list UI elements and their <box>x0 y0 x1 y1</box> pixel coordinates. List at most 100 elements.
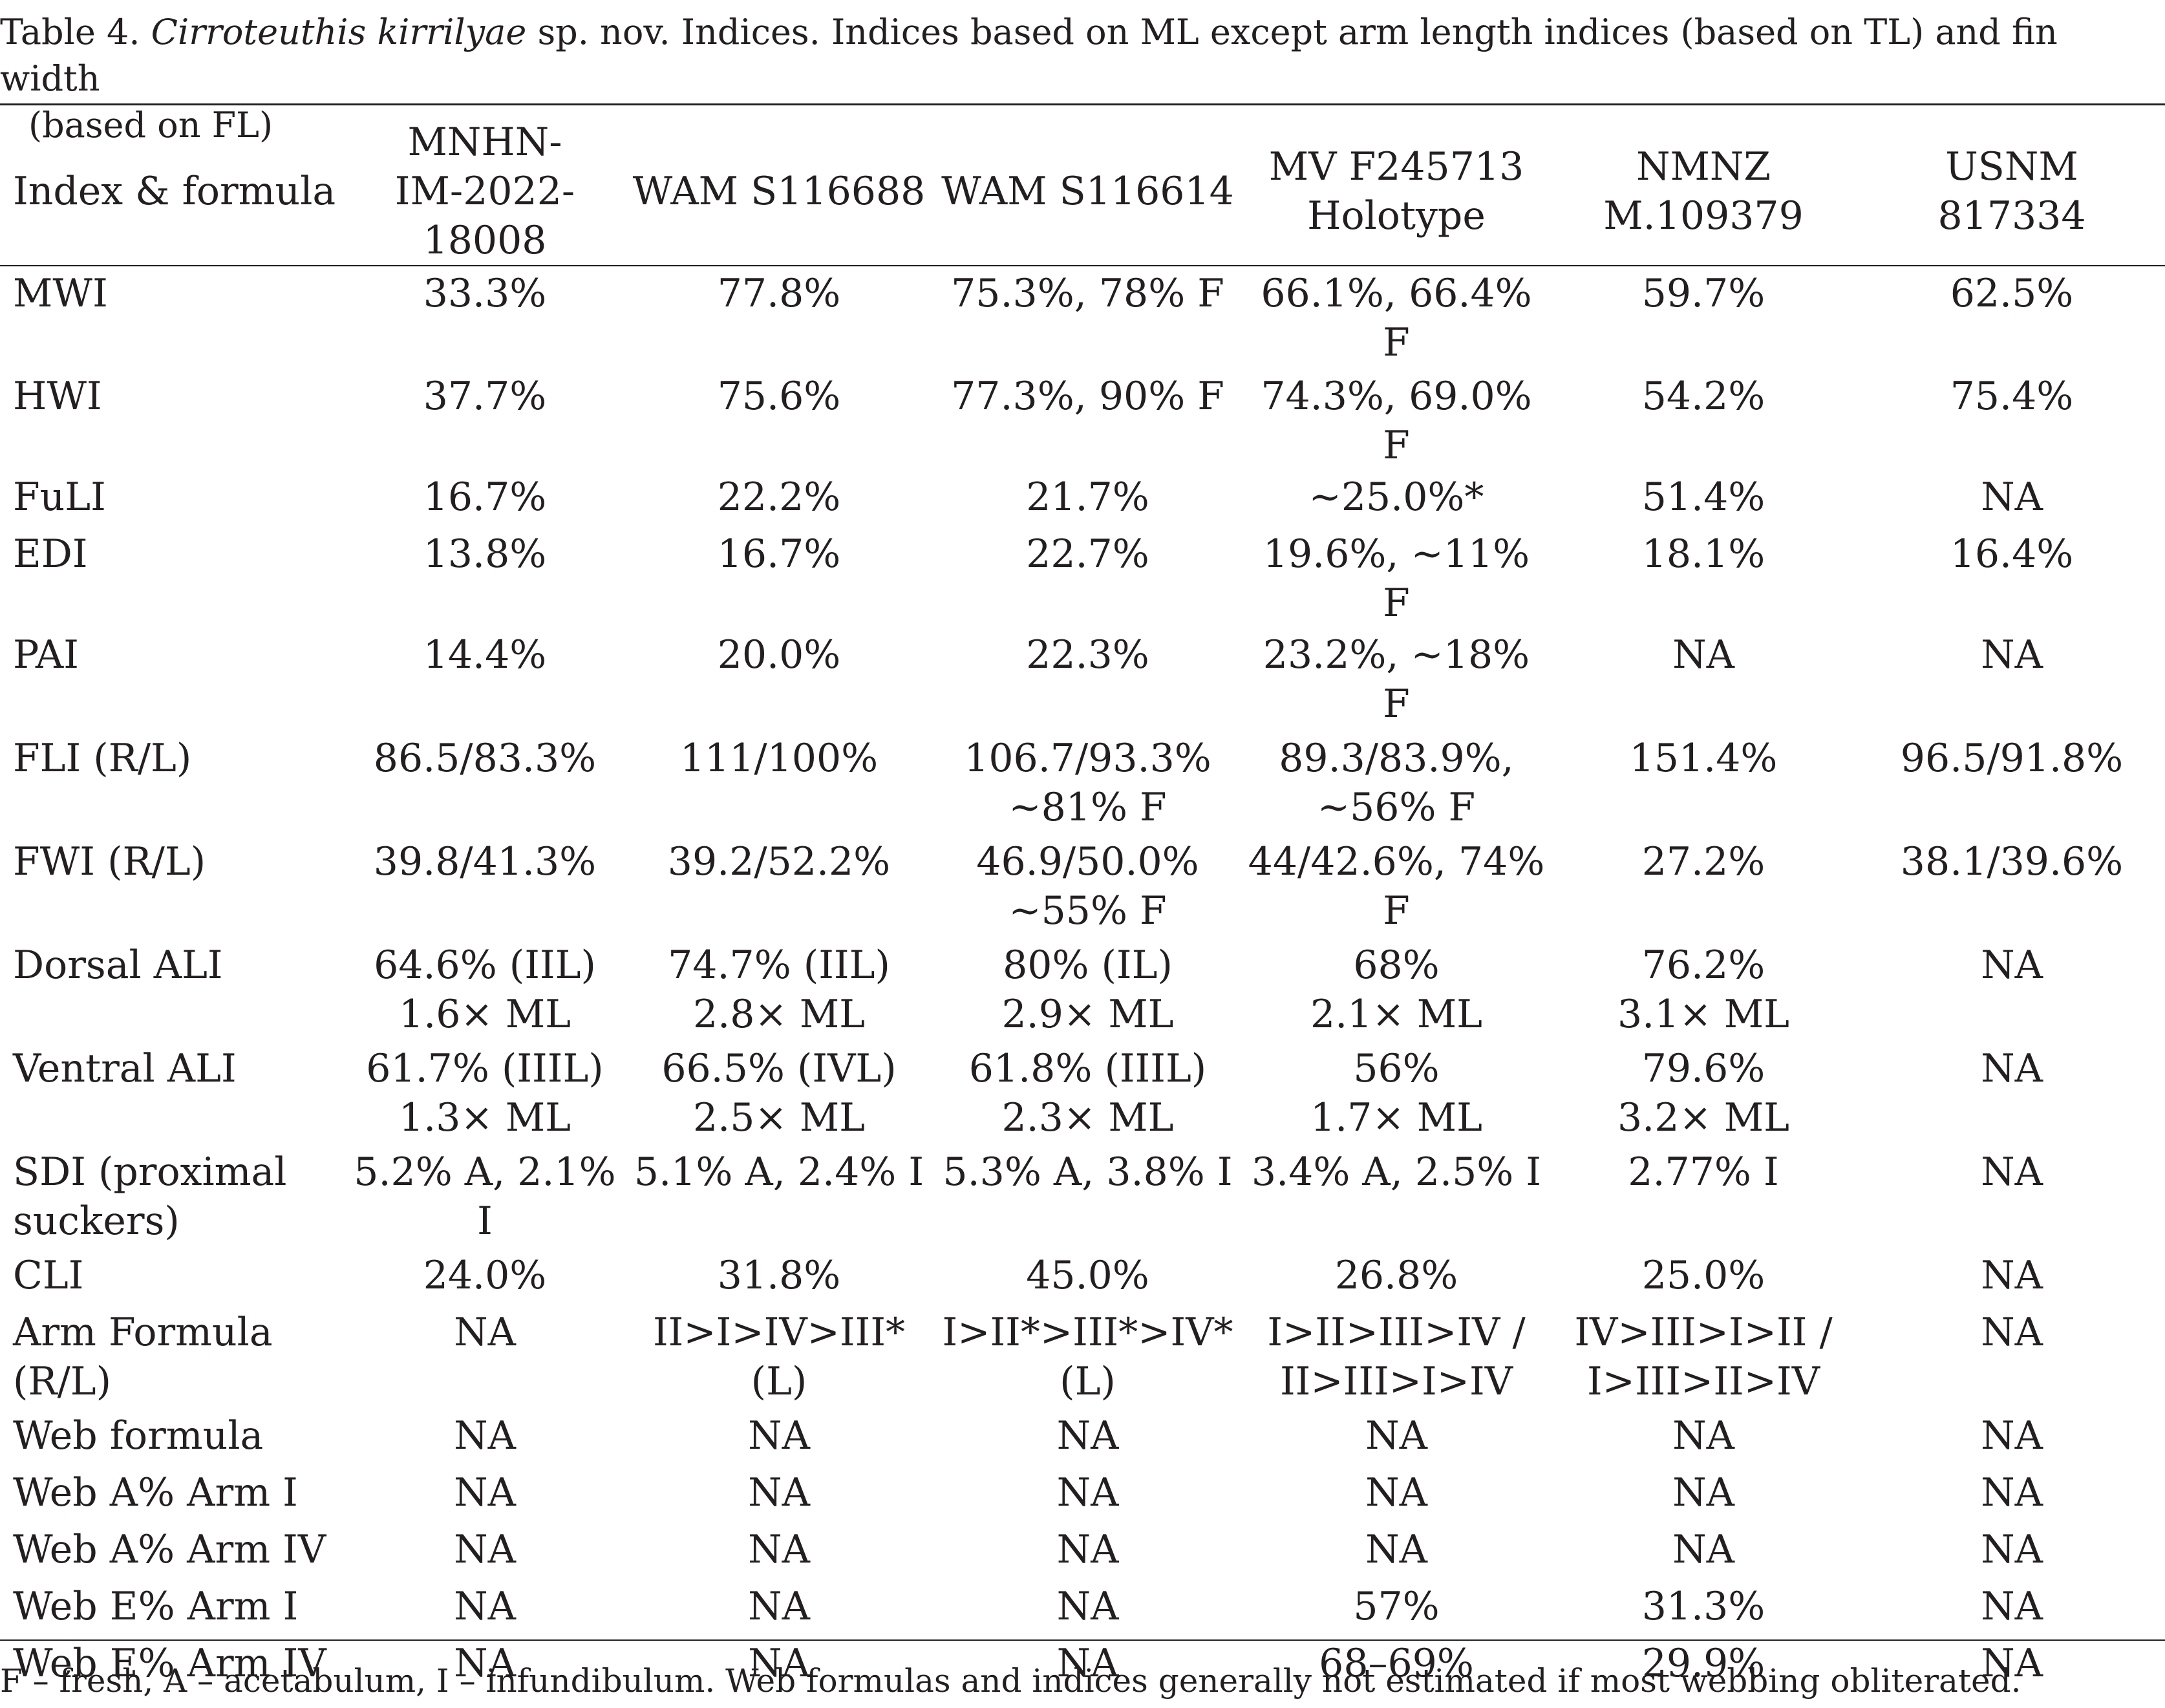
cell-text: 22.7% <box>1026 531 1149 577</box>
header-text: WAM S116614 <box>941 169 1234 214</box>
cell-text: NA <box>1672 1413 1734 1458</box>
row-label-cell: Web A% Arm IV <box>0 1522 343 1579</box>
value-cell: 68–69% <box>1244 1636 1548 1693</box>
value-cell: 96.5/91.8% <box>1859 731 2165 835</box>
cell-text: 33.3% <box>423 271 547 316</box>
cell-text: 151.4% <box>1629 736 1778 781</box>
cell-text: IV>III>I>II / <box>1574 1310 1833 1355</box>
value-cell: NA <box>1548 1466 1859 1522</box>
cell-text: 1.6× ML <box>398 992 571 1037</box>
cell-text: I>III>II>IV <box>1586 1359 1820 1404</box>
caption-text-line2: (based on FL) <box>28 105 273 145</box>
cell-text: 2.9× ML <box>1001 992 1174 1037</box>
cell-text: NA <box>454 1584 516 1629</box>
row-label-cell: FuLI <box>0 470 343 527</box>
row-label-text: HWI <box>13 374 102 419</box>
value-cell: 57% <box>1244 1579 1548 1636</box>
value-cell: 3.4% A, 2.5% I <box>1244 1145 1548 1248</box>
cell-text: NA <box>454 1310 516 1355</box>
value-cell: NA <box>343 1466 627 1522</box>
cell-text: NA <box>1981 943 2043 988</box>
row-label-cell: EDI <box>0 527 343 628</box>
table-row: SDI (proximal suckers) 5.2% A, 2.1% I 5.1% … <box>0 1145 2165 1248</box>
value-cell: NA <box>1859 1636 2165 1693</box>
cell-text: 27.2% <box>1641 839 1765 884</box>
row-label-cell: PAI <box>0 628 343 731</box>
cell-text: 89.3/83.9%, <box>1279 736 1514 781</box>
cell-text: 3.4% A, 2.5% I <box>1251 1149 1542 1195</box>
cell-text: 56% <box>1353 1046 1440 1091</box>
table-row: HWI 37.7% 75.6% 77.3%, 90% F 74.3%, 69.0% F 5… <box>0 369 2165 470</box>
value-cell: NA <box>627 1522 931 1579</box>
header-cell-specimen: MV F245713 Holotype <box>1244 112 1548 266</box>
header-text: IM-2022-18008 <box>394 169 575 263</box>
value-cell: 89.3/83.9%, ~56% F <box>1244 731 1548 835</box>
value-cell: NA <box>627 1409 931 1466</box>
cell-text: NA <box>1056 1584 1119 1629</box>
cell-text: NA <box>748 1470 810 1515</box>
bottom-rule <box>0 1639 2165 1641</box>
cell-text: NA <box>1981 1413 2043 1458</box>
cell-text: NA <box>1981 1527 2043 1572</box>
caption-species: Cirroteuthis kirrilyae <box>151 12 527 52</box>
value-cell: NA <box>343 1305 627 1409</box>
table-row: Web E% Arm IV NA NA NA 68–69% 29.9% NA <box>0 1636 2165 1693</box>
cell-text: NA <box>1981 1253 2043 1298</box>
cell-text: I>II>III>IV / <box>1267 1310 1526 1355</box>
table-footnote: F – fresh, A – acetabulum, I – infundibu… <box>0 1662 2021 1700</box>
cell-text: 74.3%, 69.0% F <box>1261 374 1532 468</box>
value-cell: IV>III>I>II / I>III>II>IV <box>1548 1305 1859 1409</box>
cell-text: 21.7% <box>1026 475 1149 520</box>
value-cell: NA <box>1859 1145 2165 1248</box>
value-cell: NA <box>343 1409 627 1466</box>
cell-text: 2.1× ML <box>1310 992 1483 1037</box>
table-header: Index & formula MNHN- IM-2022-18008 WAM S11… <box>0 112 2165 266</box>
cell-text: 75.3%, 78% F <box>951 271 1224 316</box>
cell-text: 79.6% <box>1641 1046 1765 1091</box>
row-label-text: Web E% Arm I <box>13 1584 299 1629</box>
table-row: Dorsal ALI 64.6% (IIL) 1.6× ML 74.7% (IIL) 2… <box>0 938 2165 1041</box>
cell-text: 26.8% <box>1334 1253 1458 1298</box>
value-cell: 31.8% <box>627 1248 931 1305</box>
indices-table: Index & formula MNHN- IM-2022-18008 WAM S11… <box>0 112 2165 1693</box>
cell-text: 68–69% <box>1319 1641 1474 1686</box>
row-label-cell: Web E% Arm IV <box>0 1636 343 1693</box>
value-cell: NA <box>1859 938 2165 1041</box>
value-cell: NA <box>1548 628 1859 731</box>
cell-text: 2.3× ML <box>1001 1095 1174 1140</box>
value-cell: 61.7% (IIIL) 1.3× ML <box>343 1041 627 1145</box>
row-label-text: MWI <box>13 271 108 316</box>
value-cell: 13.8% <box>343 527 627 628</box>
value-cell: 22.7% <box>931 527 1244 628</box>
table-row: PAI 14.4% 20.0% 22.3% 23.2%, ~18% F NA NA <box>0 628 2165 731</box>
cell-text: NA <box>1365 1413 1427 1458</box>
cell-text: F <box>1383 681 1410 727</box>
value-cell: 18.1% <box>1548 527 1859 628</box>
value-cell: 44/42.6%, 74% F <box>1244 835 1548 938</box>
cell-text: 77.3%, 90% F <box>951 374 1224 419</box>
value-cell: 14.4% <box>343 628 627 731</box>
cell-text: 46.9/50.0% <box>976 839 1199 884</box>
row-label-text: suckers) <box>13 1199 180 1244</box>
row-label-cell: HWI <box>0 369 343 470</box>
cell-text: ~56% F <box>1317 785 1476 830</box>
cell-text: NA <box>1056 1413 1119 1458</box>
value-cell: NA <box>931 1579 1244 1636</box>
cell-text: NA <box>1981 1470 2043 1515</box>
value-cell: 26.8% <box>1244 1248 1548 1305</box>
value-cell: NA <box>1548 1522 1859 1579</box>
row-label-text: CLI <box>13 1253 84 1298</box>
value-cell: 27.2% <box>1548 835 1859 938</box>
value-cell: 74.7% (IIL) 2.8× ML <box>627 938 931 1041</box>
value-cell: NA <box>931 1409 1244 1466</box>
cell-text: 14.4% <box>423 632 547 678</box>
header-cell-specimen: MNHN- IM-2022-18008 <box>343 112 627 266</box>
cell-text: 2.5× ML <box>692 1095 866 1140</box>
cell-text: 13.8% <box>423 531 547 577</box>
cell-text: II>I>IV>III* <box>652 1310 906 1355</box>
value-cell: NA <box>1859 628 2165 731</box>
cell-text: (L) <box>751 1359 807 1404</box>
cell-text: NA <box>748 1584 810 1629</box>
table-row: Web A% Arm I NA NA NA NA NA NA <box>0 1466 2165 1522</box>
